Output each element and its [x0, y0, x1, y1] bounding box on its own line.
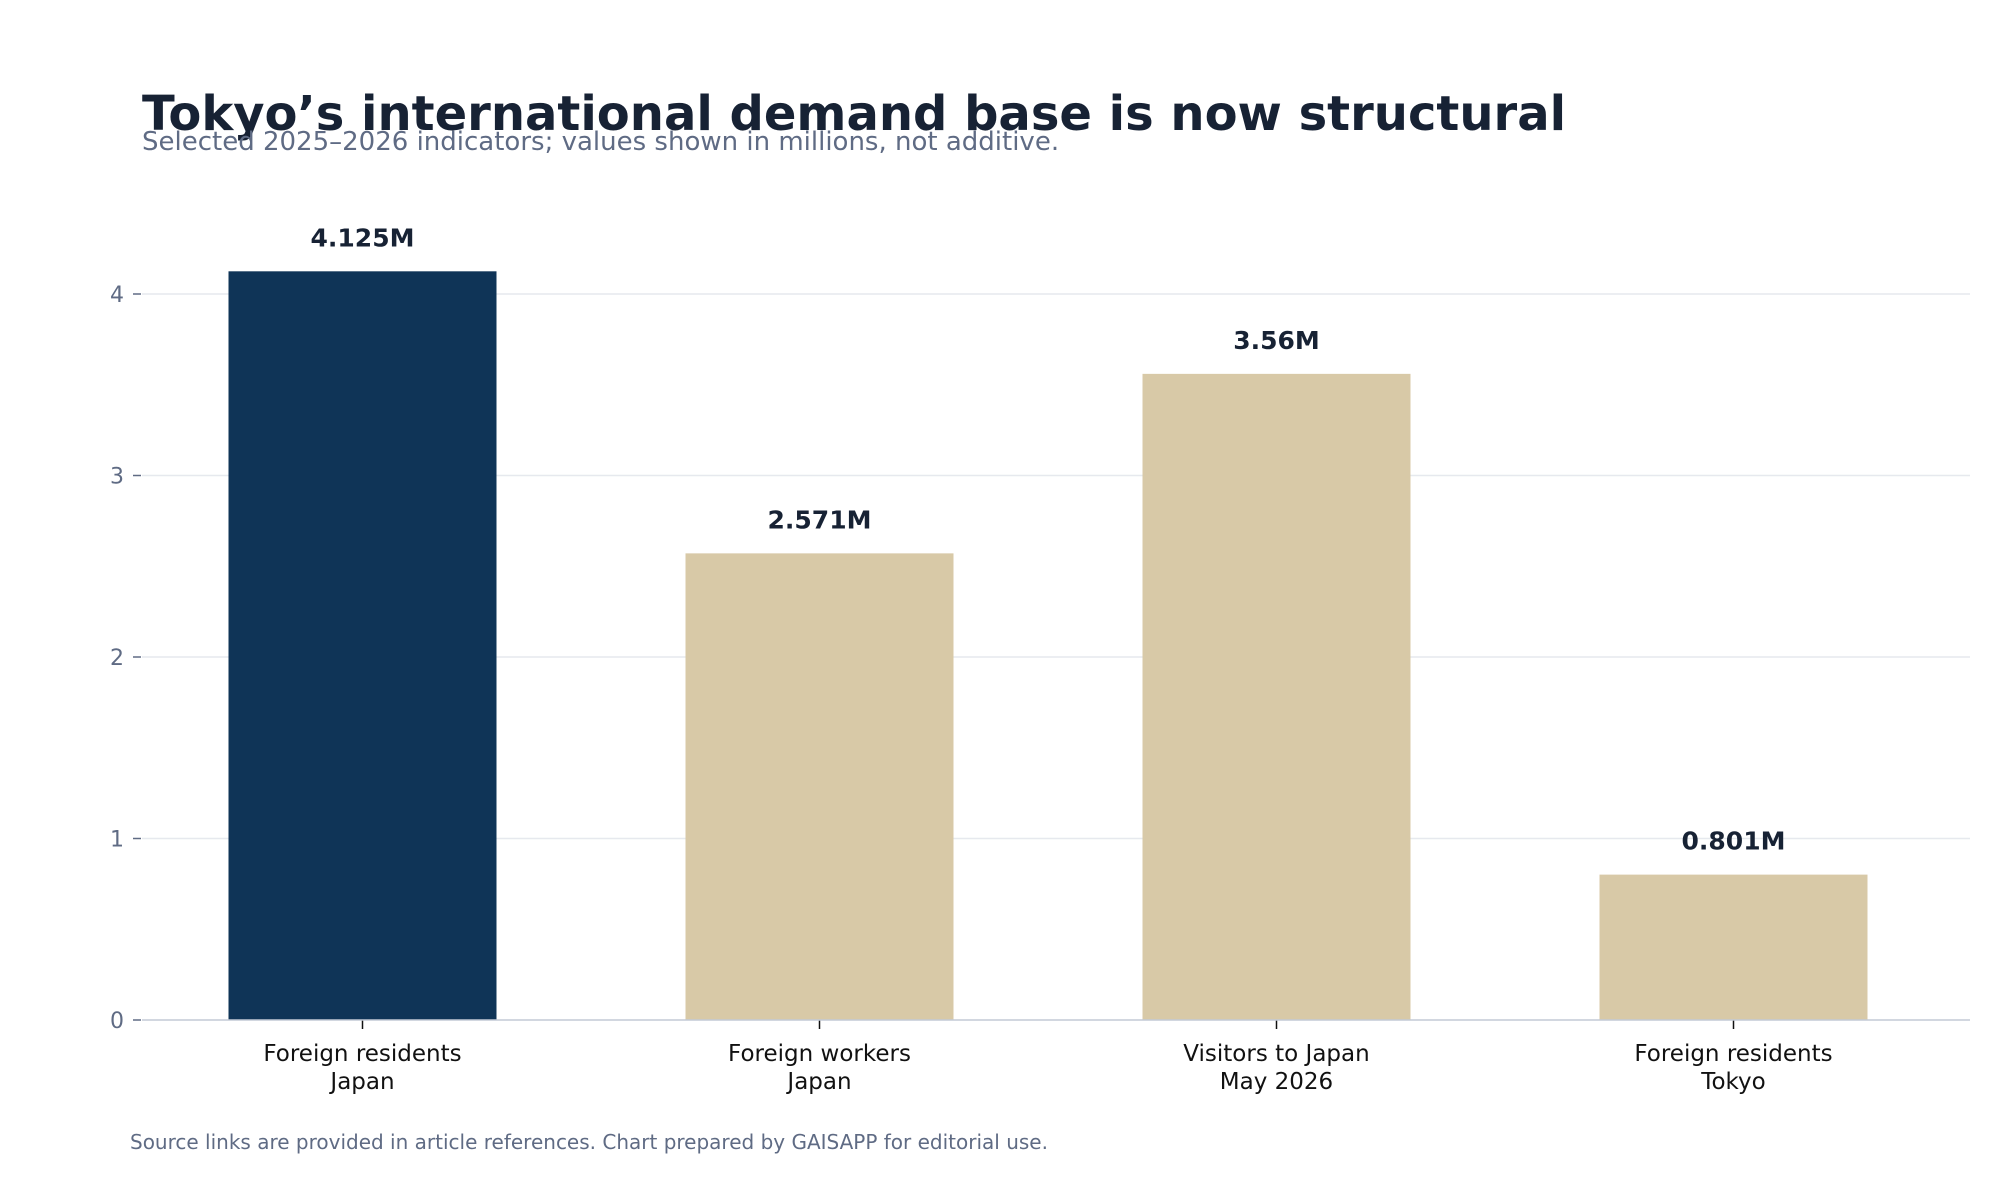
- category-label-line: Tokyo: [1700, 1069, 1765, 1095]
- chart-footer: Source links are provided in article ref…: [130, 1130, 1048, 1154]
- bars: [228, 271, 1868, 1020]
- data-label: 3.56M: [1233, 326, 1320, 355]
- category-label: Foreign residents Japan: [263, 1041, 461, 1095]
- category-label-line: Foreign residents: [263, 1041, 461, 1067]
- data-label: 0.801M: [1682, 827, 1786, 856]
- y-tick-label: 3: [110, 465, 124, 490]
- bar: [1142, 373, 1411, 1020]
- category-label-line: May 2026: [1220, 1069, 1333, 1095]
- category-label: Foreign workers Japan: [728, 1041, 911, 1095]
- category-label-line: Foreign workers: [728, 1041, 911, 1067]
- category-label-line: Visitors to Japan: [1183, 1041, 1369, 1067]
- category-label-line: Japan: [785, 1069, 851, 1095]
- bar: [1599, 874, 1868, 1020]
- bar: [228, 271, 497, 1020]
- chart-title: Tokyo’s international demand base is now…: [142, 86, 1567, 142]
- category-label: Foreign residents Tokyo: [1634, 1041, 1832, 1095]
- axes: [133, 293, 1970, 1029]
- category-label-line: Foreign residents: [1634, 1041, 1832, 1067]
- y-tick-label: 1: [110, 828, 124, 853]
- category-label-line: Japan: [328, 1069, 394, 1095]
- data-label: 4.125M: [311, 223, 415, 252]
- data-label: 2.571M: [768, 505, 872, 534]
- bar: [685, 553, 954, 1020]
- category-label: Visitors to Japan May 2026: [1183, 1041, 1369, 1095]
- y-tick-label: 0: [110, 1009, 124, 1034]
- y-tick-label: 4: [110, 283, 124, 308]
- chart-subtitle: Selected 2025–2026 indicators; values sh…: [142, 127, 1060, 157]
- y-tick-label: 2: [110, 646, 124, 671]
